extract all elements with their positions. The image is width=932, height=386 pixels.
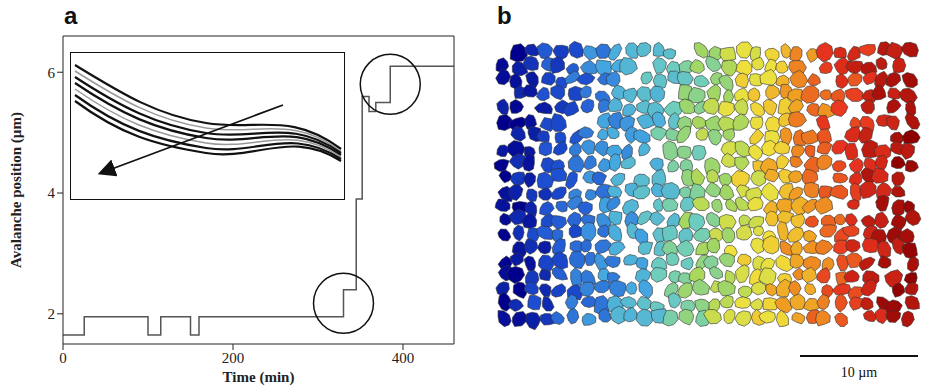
svg-text:6: 6: [48, 65, 56, 81]
svg-text:Time (min): Time (min): [223, 369, 295, 386]
svg-text:Avalanche position (µm): Avalanche position (µm): [8, 112, 25, 268]
svg-text:0: 0: [59, 350, 67, 366]
html-text:b: b: [497, 2, 512, 29]
svg-text:200: 200: [222, 350, 245, 366]
svg-text:10 µm: 10 µm: [841, 365, 878, 380]
html-text:a: a: [64, 2, 78, 29]
svg-text:4: 4: [48, 185, 56, 201]
svg-text:400: 400: [392, 350, 415, 366]
svg-text:2: 2: [48, 306, 56, 322]
